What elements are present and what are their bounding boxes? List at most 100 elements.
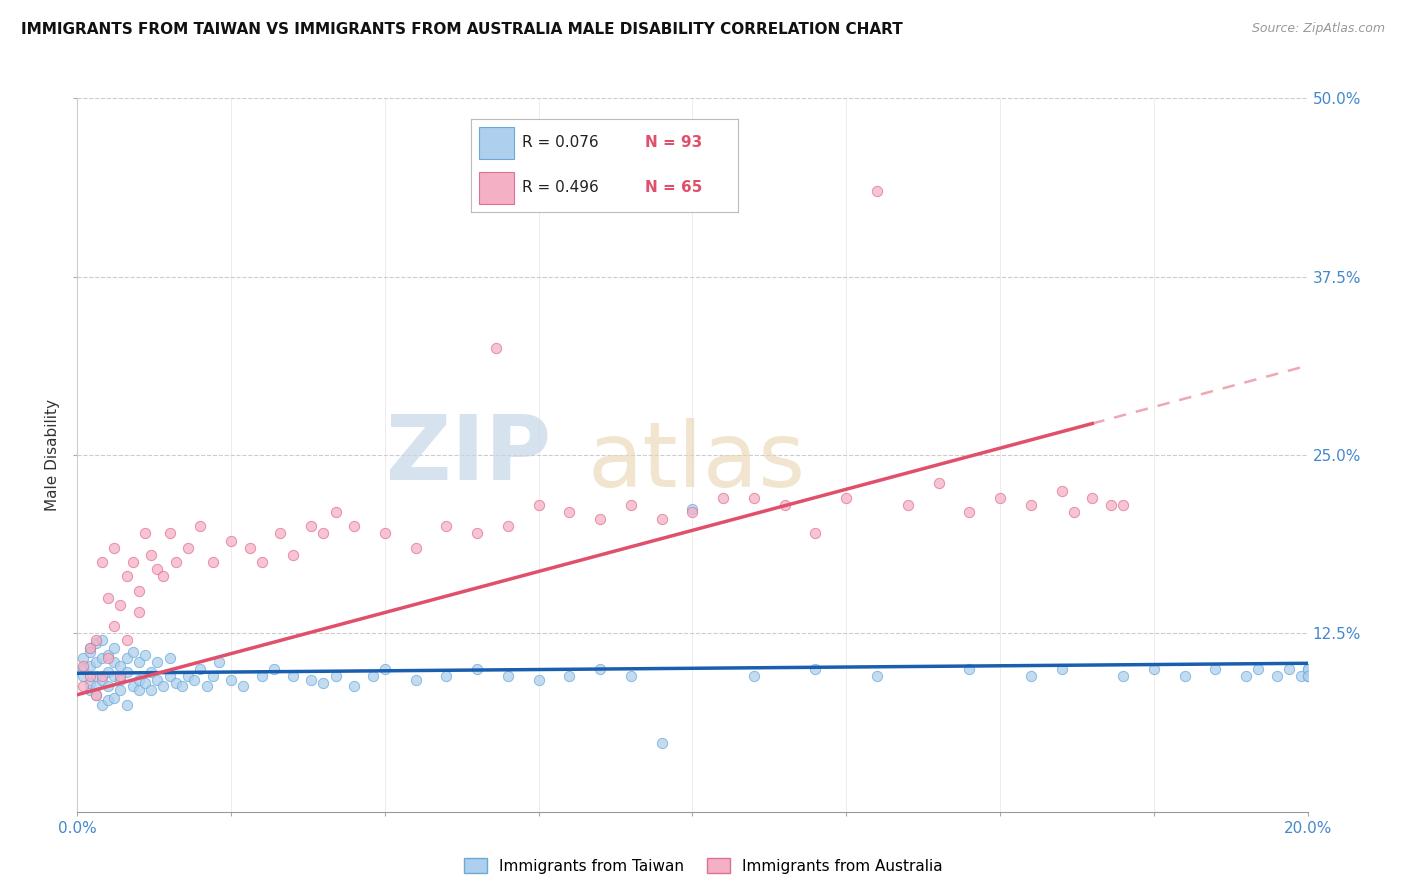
Point bbox=[1063, 505, 1085, 519]
Point bbox=[527, 498, 550, 512]
Text: IMMIGRANTS FROM TAIWAN VS IMMIGRANTS FROM AUSTRALIA MALE DISABILITY CORRELATION : IMMIGRANTS FROM TAIWAN VS IMMIGRANTS FRO… bbox=[21, 22, 903, 37]
Text: R = 0.076: R = 0.076 bbox=[522, 135, 599, 150]
Point bbox=[957, 662, 980, 676]
Point bbox=[269, 526, 291, 541]
Point bbox=[835, 491, 858, 505]
Point bbox=[103, 690, 125, 705]
Point bbox=[589, 512, 612, 526]
Point bbox=[141, 683, 163, 698]
Point bbox=[651, 512, 673, 526]
Point bbox=[485, 341, 508, 355]
Point bbox=[312, 676, 335, 690]
Point bbox=[79, 640, 101, 655]
Point bbox=[72, 659, 94, 673]
Point bbox=[1143, 662, 1166, 676]
Point bbox=[121, 645, 143, 659]
Point bbox=[128, 605, 150, 619]
Point bbox=[103, 655, 125, 669]
Point bbox=[90, 633, 114, 648]
Point bbox=[250, 555, 273, 569]
Point bbox=[589, 662, 612, 676]
Point bbox=[97, 648, 120, 662]
Point bbox=[72, 662, 94, 676]
Bar bbox=[479, 127, 513, 159]
Point bbox=[115, 650, 138, 665]
Text: N = 93: N = 93 bbox=[645, 135, 702, 150]
Point bbox=[177, 541, 200, 555]
Point bbox=[742, 669, 765, 683]
Point bbox=[219, 533, 242, 548]
Point bbox=[1278, 662, 1301, 676]
Point bbox=[374, 526, 396, 541]
Point bbox=[121, 679, 143, 693]
Point bbox=[159, 526, 181, 541]
Point bbox=[84, 688, 107, 702]
Point bbox=[128, 683, 150, 698]
Point bbox=[79, 645, 101, 659]
Point bbox=[928, 476, 950, 491]
Point bbox=[152, 569, 174, 583]
Point bbox=[115, 665, 138, 679]
Point bbox=[343, 679, 366, 693]
Point bbox=[134, 676, 156, 690]
Point bbox=[72, 669, 94, 683]
Point bbox=[1296, 669, 1319, 683]
Point bbox=[374, 662, 396, 676]
Point bbox=[115, 633, 138, 648]
Point bbox=[97, 591, 120, 605]
Point bbox=[72, 679, 94, 693]
Point bbox=[84, 633, 107, 648]
Bar bbox=[479, 172, 513, 204]
Point bbox=[103, 669, 125, 683]
Point bbox=[620, 498, 643, 512]
Point bbox=[90, 650, 114, 665]
Point bbox=[110, 669, 132, 683]
Point bbox=[1265, 669, 1288, 683]
Point bbox=[682, 505, 704, 519]
Point bbox=[299, 519, 322, 533]
Text: Source: ZipAtlas.com: Source: ZipAtlas.com bbox=[1251, 22, 1385, 36]
Point bbox=[183, 673, 205, 688]
Point bbox=[128, 673, 150, 688]
Point bbox=[558, 505, 581, 519]
Point bbox=[219, 673, 242, 688]
Point bbox=[97, 679, 120, 693]
Point bbox=[1099, 498, 1122, 512]
Point bbox=[79, 669, 101, 683]
Point bbox=[1019, 669, 1042, 683]
Point bbox=[141, 665, 163, 679]
Point bbox=[239, 541, 262, 555]
Point bbox=[1234, 669, 1257, 683]
Point bbox=[465, 662, 488, 676]
Point bbox=[1112, 669, 1135, 683]
Point bbox=[141, 548, 163, 562]
Point bbox=[208, 655, 231, 669]
Point bbox=[620, 669, 643, 683]
Point bbox=[1291, 669, 1313, 683]
Point bbox=[773, 498, 796, 512]
Point bbox=[72, 650, 94, 665]
Point bbox=[128, 655, 150, 669]
Point bbox=[201, 669, 224, 683]
Point bbox=[188, 519, 212, 533]
Point bbox=[405, 541, 427, 555]
Point bbox=[496, 669, 519, 683]
Point bbox=[343, 519, 366, 533]
Point bbox=[804, 526, 827, 541]
Point bbox=[90, 669, 114, 683]
Point bbox=[742, 491, 765, 505]
Point bbox=[110, 673, 132, 688]
Point bbox=[1174, 669, 1197, 683]
Point bbox=[405, 673, 427, 688]
Point bbox=[299, 673, 322, 688]
Y-axis label: Male Disability: Male Disability bbox=[45, 399, 60, 511]
Point bbox=[232, 679, 254, 693]
Text: N = 65: N = 65 bbox=[645, 180, 702, 195]
Point bbox=[146, 655, 169, 669]
Point bbox=[90, 698, 114, 712]
Point bbox=[79, 659, 101, 673]
Point bbox=[177, 669, 200, 683]
Point bbox=[465, 526, 488, 541]
Point bbox=[159, 669, 181, 683]
Point bbox=[682, 502, 704, 516]
